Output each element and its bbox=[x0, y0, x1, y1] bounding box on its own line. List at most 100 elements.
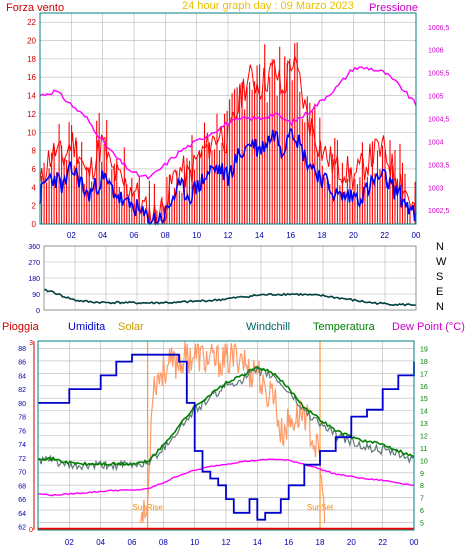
y-right-tick-label: 1006,5 bbox=[428, 25, 450, 32]
wind-speed-line bbox=[39, 128, 417, 226]
y-left-tick-label-3: 68 bbox=[18, 483, 26, 490]
x-tick-label-3: 02 bbox=[65, 538, 74, 547]
y-right-tick-label-3: 10 bbox=[420, 458, 428, 465]
x-tick-label: 20 bbox=[349, 231, 358, 240]
x-tick-label: 16 bbox=[286, 231, 295, 240]
legend-dew-point: Dew Point (°C) bbox=[392, 321, 465, 333]
y-left-tick-label: 14 bbox=[27, 92, 36, 101]
y-left-tick-label: 0 bbox=[32, 220, 37, 229]
humidity-line bbox=[38, 353, 415, 521]
legend-rain: Pioggia bbox=[2, 321, 40, 333]
y-right-tick-label: 1006 bbox=[428, 48, 444, 55]
y-right-tick-label: 1005 bbox=[428, 94, 444, 101]
plot-frame bbox=[39, 12, 417, 225]
y-right-tick-label-3: 17 bbox=[420, 371, 428, 378]
compass-label: N bbox=[436, 301, 444, 313]
y-left-tick-label: 22 bbox=[27, 18, 36, 27]
direction-tick-label: 180 bbox=[28, 276, 40, 283]
y-left-tick-label-3: 66 bbox=[18, 497, 26, 504]
y-right-tick-label-3: 15 bbox=[420, 396, 428, 403]
y-right-tick-label-3: 7 bbox=[420, 496, 424, 503]
y-left-tick-label-3: 74 bbox=[18, 442, 26, 449]
solar-line bbox=[139, 341, 326, 524]
temperature-humidity-panel: 5678910111213141516171819626466687072747… bbox=[18, 340, 428, 547]
y-left-tick-label: 6 bbox=[32, 165, 37, 174]
y-left-tick-label: 10 bbox=[27, 128, 36, 137]
legend-temperature: Temperatura bbox=[313, 321, 376, 333]
y-right-tick-label-3: 5 bbox=[420, 521, 424, 528]
rain-axis-zero: 0 bbox=[29, 527, 33, 534]
y-right-tick-label-3: 11 bbox=[420, 446, 427, 453]
y-left-tick-label-3: 78 bbox=[18, 415, 26, 422]
x-tick-label: 02 bbox=[67, 231, 76, 240]
legend-humidity: Umidita bbox=[68, 321, 106, 333]
y-right-tick-label-3: 19 bbox=[420, 346, 428, 353]
x-tick-label: 00 bbox=[412, 231, 421, 240]
x-tick-label-3: 16 bbox=[284, 538, 293, 547]
x-tick-label: 14 bbox=[255, 231, 264, 240]
x-tick-label: 10 bbox=[192, 231, 201, 240]
x-tick-label-3: 14 bbox=[253, 538, 262, 547]
y-right-tick-label-3: 12 bbox=[420, 434, 428, 441]
x-tick-label: 08 bbox=[161, 231, 170, 240]
graph-date-title: 24 hour graph day : 09 Marzo 2023 bbox=[182, 0, 354, 12]
y-left-tick-label: 20 bbox=[27, 37, 36, 46]
direction-frame bbox=[43, 245, 417, 311]
y-left-tick-label: 2 bbox=[32, 202, 37, 211]
plot-frame-3 bbox=[37, 340, 415, 531]
dew-point-line bbox=[37, 458, 415, 497]
direction-tick-label: 0 bbox=[36, 308, 40, 315]
wind-direction-line bbox=[43, 288, 417, 307]
legend-windchill: Windchill bbox=[246, 321, 290, 333]
y-left-tick-label-3: 86 bbox=[18, 360, 26, 367]
x-tick-label: 22 bbox=[380, 231, 389, 240]
y-left-tick-label-3: 62 bbox=[18, 525, 26, 532]
y-right-tick-label: 1005,5 bbox=[428, 71, 450, 78]
y-right-tick-label: 1003 bbox=[428, 185, 444, 192]
y-left-tick-label-3: 72 bbox=[18, 456, 26, 463]
x-tick-label-3: 04 bbox=[96, 538, 105, 547]
pressure-line bbox=[39, 66, 417, 180]
compass-label: W bbox=[436, 256, 447, 268]
y-right-tick-label: 1004 bbox=[428, 139, 444, 146]
y-right-tick-label-3: 13 bbox=[420, 421, 428, 428]
x-tick-label-3: 12 bbox=[222, 538, 231, 547]
y-right-tick-label-3: 8 bbox=[420, 483, 424, 490]
y-left-tick-label-3: 70 bbox=[18, 470, 26, 477]
x-tick-label-3: 00 bbox=[410, 538, 419, 547]
x-tick-label-3: 10 bbox=[190, 538, 199, 547]
x-tick-label-3: 06 bbox=[128, 538, 137, 547]
y-left-tick-label: 16 bbox=[27, 73, 36, 82]
y-right-tick-label: 1003,5 bbox=[428, 162, 450, 169]
y-left-tick-label: 12 bbox=[27, 110, 36, 119]
y-right-tick-label: 1002,5 bbox=[428, 208, 450, 215]
compass-label: N bbox=[436, 241, 444, 253]
wind-force-title: Forza vento bbox=[6, 2, 64, 14]
x-tick-label: 18 bbox=[318, 231, 327, 240]
x-tick-label-3: 08 bbox=[159, 538, 168, 547]
y-right-tick-label-3: 6 bbox=[420, 508, 424, 515]
legend: Pioggia Umidita Solar Windchill Temperat… bbox=[2, 321, 465, 333]
sun-marker-label: SunSet bbox=[307, 503, 334, 512]
y-left-tick-label-3: 84 bbox=[18, 373, 26, 380]
y-left-tick-label-3: 80 bbox=[18, 401, 26, 408]
legend-solar: Solar bbox=[118, 321, 144, 333]
sun-marker-label: SunRise bbox=[133, 503, 164, 512]
y-right-tick-label: 1004,5 bbox=[428, 117, 450, 124]
direction-tick-label: 270 bbox=[28, 260, 40, 267]
pressure-title: Pressione bbox=[369, 2, 418, 14]
y-right-tick-label-3: 16 bbox=[420, 384, 428, 391]
y-left-tick-label-3: 82 bbox=[18, 387, 26, 394]
x-tick-label-3: 22 bbox=[378, 538, 387, 547]
y-left-tick-label-3: 88 bbox=[18, 346, 26, 353]
y-left-tick-label: 18 bbox=[27, 55, 36, 64]
x-tick-label: 12 bbox=[224, 231, 233, 240]
direction-tick-label: 360 bbox=[28, 244, 40, 251]
y-right-tick-label-3: 18 bbox=[420, 359, 428, 366]
compass-label: E bbox=[436, 286, 443, 298]
rain-axis-top: 3 bbox=[29, 340, 33, 347]
y-right-tick-label-3: 9 bbox=[420, 471, 424, 478]
direction-tick-label: 90 bbox=[32, 292, 40, 299]
